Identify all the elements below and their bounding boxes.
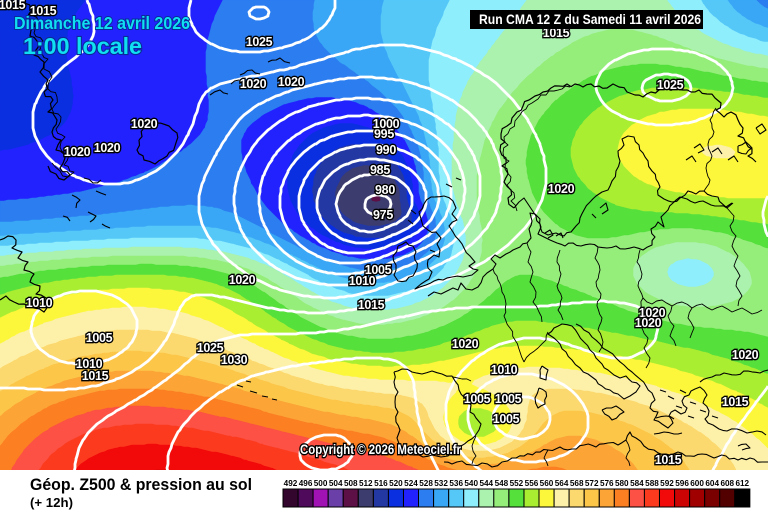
svg-text:1010: 1010 xyxy=(76,357,103,371)
svg-text:560: 560 xyxy=(540,479,554,488)
svg-text:1020: 1020 xyxy=(548,182,575,196)
svg-text:580: 580 xyxy=(615,479,629,488)
svg-text:995: 995 xyxy=(374,127,394,141)
svg-text:1020: 1020 xyxy=(94,141,121,155)
svg-text:508: 508 xyxy=(344,479,358,488)
svg-text:592: 592 xyxy=(660,479,674,488)
svg-text:540: 540 xyxy=(464,479,478,488)
svg-text:1010: 1010 xyxy=(491,363,518,377)
svg-text:604: 604 xyxy=(705,479,719,488)
svg-text:1025: 1025 xyxy=(657,78,684,92)
svg-text:1020: 1020 xyxy=(452,337,479,351)
svg-text:584: 584 xyxy=(630,479,644,488)
svg-text:612: 612 xyxy=(735,479,749,488)
svg-text:1020: 1020 xyxy=(732,348,759,362)
svg-text:500: 500 xyxy=(314,479,328,488)
svg-text:504: 504 xyxy=(329,479,343,488)
svg-text:576: 576 xyxy=(600,479,614,488)
svg-text:548: 548 xyxy=(495,479,509,488)
svg-text:1015: 1015 xyxy=(30,4,57,18)
svg-text:1005: 1005 xyxy=(86,331,113,345)
svg-text:1010: 1010 xyxy=(349,274,376,288)
svg-text:1020: 1020 xyxy=(278,75,305,89)
svg-text:492: 492 xyxy=(284,479,298,488)
svg-text:532: 532 xyxy=(434,479,448,488)
svg-text:496: 496 xyxy=(299,479,313,488)
svg-text:600: 600 xyxy=(690,479,704,488)
svg-text:990: 990 xyxy=(376,143,396,157)
svg-text:1020: 1020 xyxy=(229,273,256,287)
svg-text:1020: 1020 xyxy=(639,306,666,320)
svg-text:528: 528 xyxy=(419,479,433,488)
svg-text:520: 520 xyxy=(389,479,403,488)
svg-text:572: 572 xyxy=(585,479,599,488)
svg-text:1005: 1005 xyxy=(493,412,520,426)
svg-text:588: 588 xyxy=(645,479,659,488)
svg-text:1005: 1005 xyxy=(365,263,392,277)
svg-text:524: 524 xyxy=(404,479,418,488)
svg-text:536: 536 xyxy=(449,479,463,488)
svg-text:568: 568 xyxy=(570,479,584,488)
svg-text:1025: 1025 xyxy=(246,35,273,49)
svg-text:564: 564 xyxy=(555,479,569,488)
svg-text:Dimanche 12 avril 2026: Dimanche 12 avril 2026 xyxy=(14,13,190,33)
svg-text:1005: 1005 xyxy=(495,392,522,406)
svg-text:1015: 1015 xyxy=(358,298,385,312)
svg-text:1020: 1020 xyxy=(64,145,91,159)
svg-text:1020: 1020 xyxy=(635,316,662,330)
svg-text:1015: 1015 xyxy=(722,395,749,409)
svg-text:1025: 1025 xyxy=(197,341,224,355)
svg-text:(+ 12h): (+ 12h) xyxy=(30,496,73,510)
svg-text:512: 512 xyxy=(359,479,373,488)
svg-text:608: 608 xyxy=(720,479,734,488)
svg-text:1015: 1015 xyxy=(0,0,26,12)
svg-text:1020: 1020 xyxy=(240,77,267,91)
svg-text:556: 556 xyxy=(525,479,539,488)
svg-text:1005: 1005 xyxy=(464,392,491,406)
svg-text:596: 596 xyxy=(675,479,689,488)
svg-text:1015: 1015 xyxy=(82,369,109,383)
svg-text:1030: 1030 xyxy=(221,353,248,367)
svg-text:544: 544 xyxy=(479,479,493,488)
svg-text:1015: 1015 xyxy=(655,453,682,467)
svg-text:1000: 1000 xyxy=(373,117,400,131)
svg-text:516: 516 xyxy=(374,479,388,488)
svg-text:1:00 locale: 1:00 locale xyxy=(23,33,142,59)
svg-text:980: 980 xyxy=(375,183,395,197)
svg-text:Run CMA 12 Z du Samedi 11 avri: Run CMA 12 Z du Samedi 11 avril 2026 xyxy=(479,11,701,27)
svg-text:1010: 1010 xyxy=(26,296,53,310)
svg-text:975: 975 xyxy=(373,208,393,222)
svg-text:985: 985 xyxy=(370,163,390,177)
svg-text:552: 552 xyxy=(510,479,524,488)
svg-text:Géop. Z500 & pression au sol: Géop. Z500 & pression au sol xyxy=(30,475,252,494)
svg-text:1020: 1020 xyxy=(131,117,158,131)
svg-text:Copyright © 2026 Meteociel.fr: Copyright © 2026 Meteociel.fr xyxy=(300,442,462,457)
